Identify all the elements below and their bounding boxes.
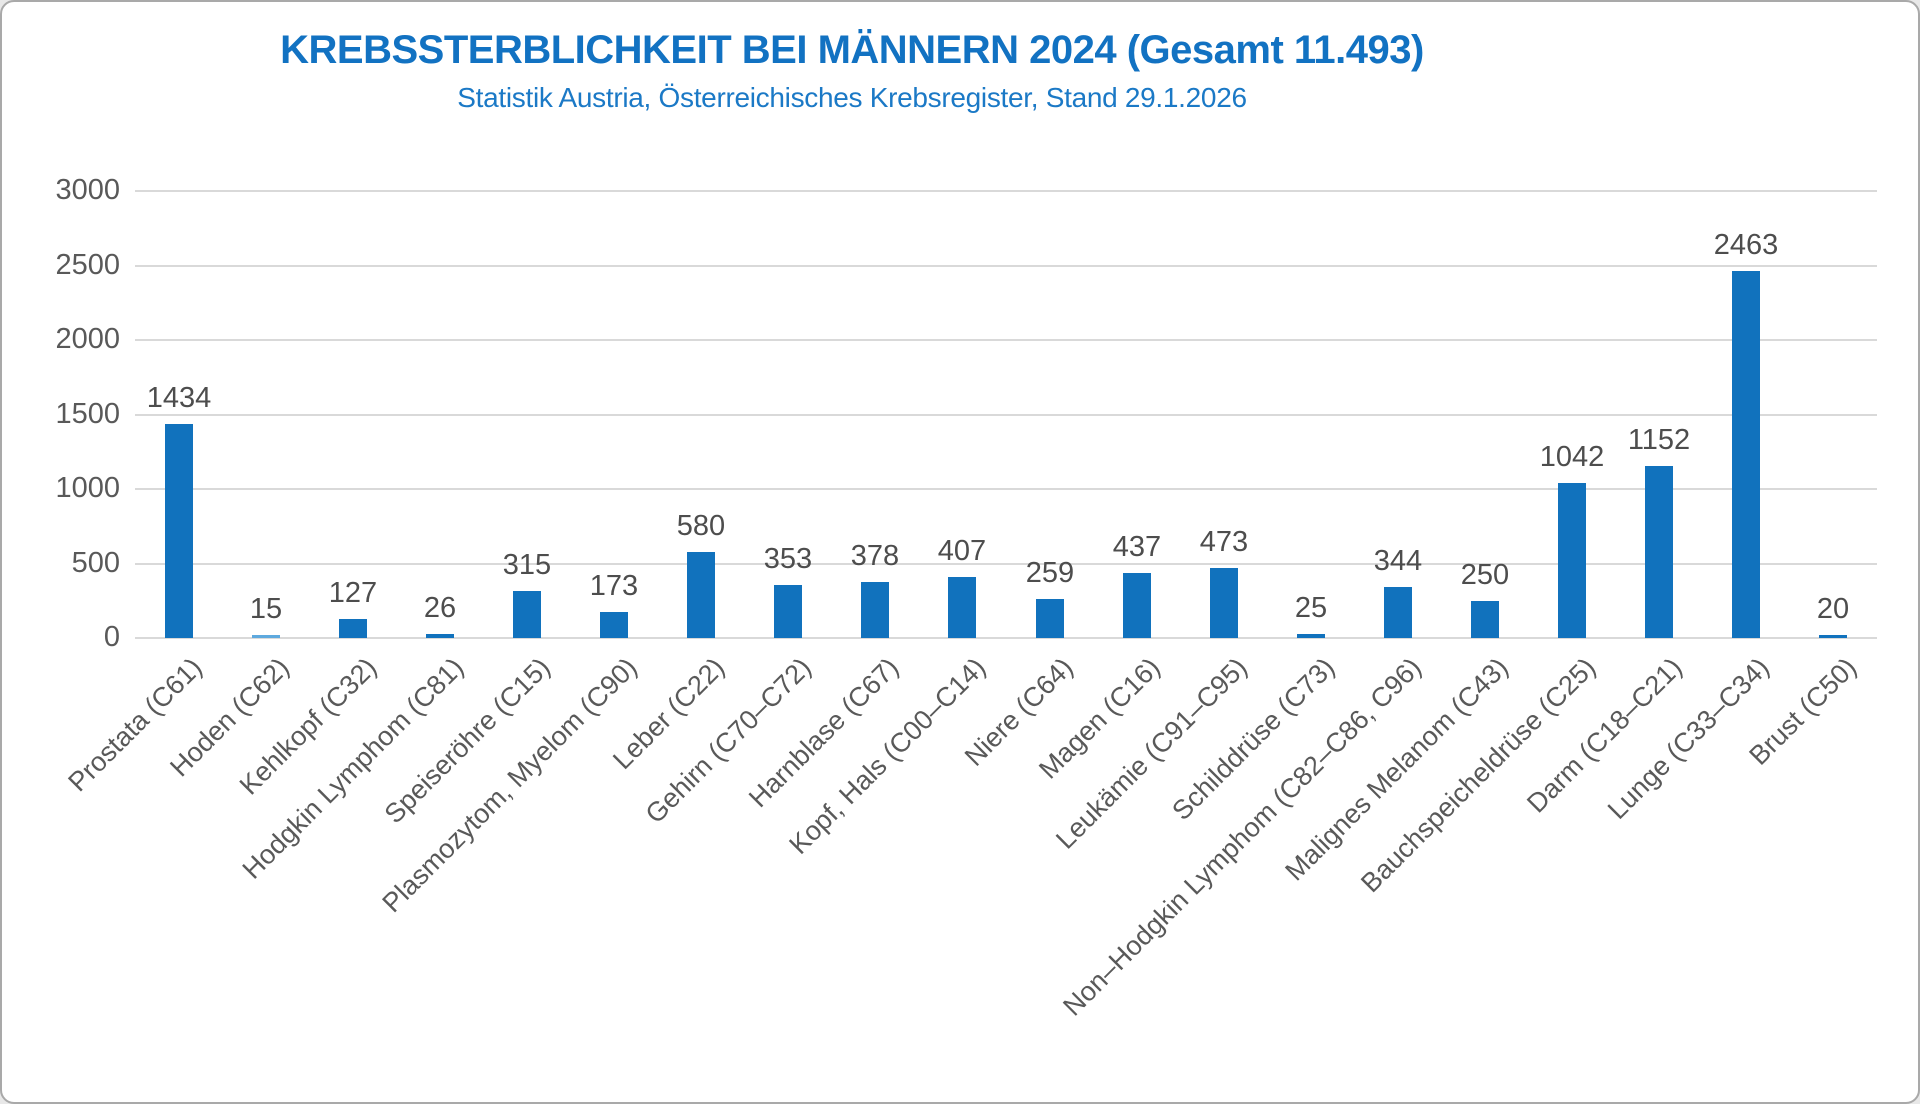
y-axis-tick-label: 1000 [55,472,120,504]
bar-value-label: 1042 [1539,441,1605,473]
x-axis-category-label: Speiseröhre (C15) [379,652,557,830]
bar-value-label: 378 [850,540,900,572]
y-axis-tick-label: 1500 [55,397,120,430]
bar [600,612,628,638]
bar-value-label: 344 [1373,545,1423,577]
bar-value-label: 353 [763,543,813,575]
bar [1471,601,1499,638]
bar [165,424,193,638]
y-axis-tick-label: 0 [103,621,120,653]
bar [774,585,802,638]
y-axis-tick-label: 500 [71,546,120,579]
gridline [135,190,1877,192]
bar-value-label: 15 [249,593,283,625]
gridline [135,339,1877,341]
bar [1645,466,1673,638]
x-axis-category-label: Darm (C18–C21) [1521,652,1689,819]
bar [861,582,889,638]
chart-title: KREBSSTERBLICHKEIT BEI MÄNNERN 2024 (Ges… [280,28,1424,72]
bar [687,552,715,638]
y-axis-tick-label: 3000 [55,174,120,206]
x-axis-category-label: Gehirn (C70–C72) [640,652,818,830]
chart-subtitle: Statistik Austria, Österreichisches Kreb… [457,82,1247,113]
bar [1384,587,1412,638]
bar-value-label: 580 [676,510,726,542]
bar [252,635,280,638]
bar [1123,573,1151,638]
bar [1819,635,1847,638]
bar-value-label: 173 [589,570,639,602]
gridline [135,637,1877,639]
gridline [135,488,1877,490]
chart-header: KREBSSTERBLICHKEIT BEI MÄNNERN 2024 (Ges… [2,28,1702,114]
y-axis-tick-label: 2500 [55,248,120,281]
bar [1297,634,1325,638]
bar-value-label: 25 [1294,592,1328,624]
bar-value-label: 1434 [146,382,212,414]
bar-value-label: 26 [423,592,457,624]
bar [1210,568,1238,638]
bar-value-label: 473 [1199,526,1249,558]
gridline [135,562,1877,565]
gridline [135,264,1877,267]
bar [948,577,976,638]
bar-value-label: 259 [1025,557,1075,589]
bar-value-label: 315 [502,549,552,581]
bar [1036,599,1064,638]
bar [339,619,367,638]
x-axis-category-label: Harnblase (C67) [742,652,905,814]
bar-value-label: 20 [1816,593,1850,625]
bar [426,634,454,638]
y-axis-tick-label: 2000 [55,323,120,355]
x-axis-category-label: Schilddrüse (C73) [1166,652,1341,827]
bar-value-label: 407 [937,535,987,567]
bar-value-label: 1152 [1627,424,1691,456]
bar-value-label: 250 [1460,559,1510,591]
gridline [135,413,1877,416]
bar-value-label: 127 [328,577,378,609]
bar [1732,271,1760,638]
bar-value-label: 437 [1112,531,1162,563]
bar-value-label: 2463 [1713,229,1779,261]
x-axis-category-label: Lunge (C33–C34) [1602,652,1776,825]
bar [1558,483,1586,638]
bar [513,591,541,638]
